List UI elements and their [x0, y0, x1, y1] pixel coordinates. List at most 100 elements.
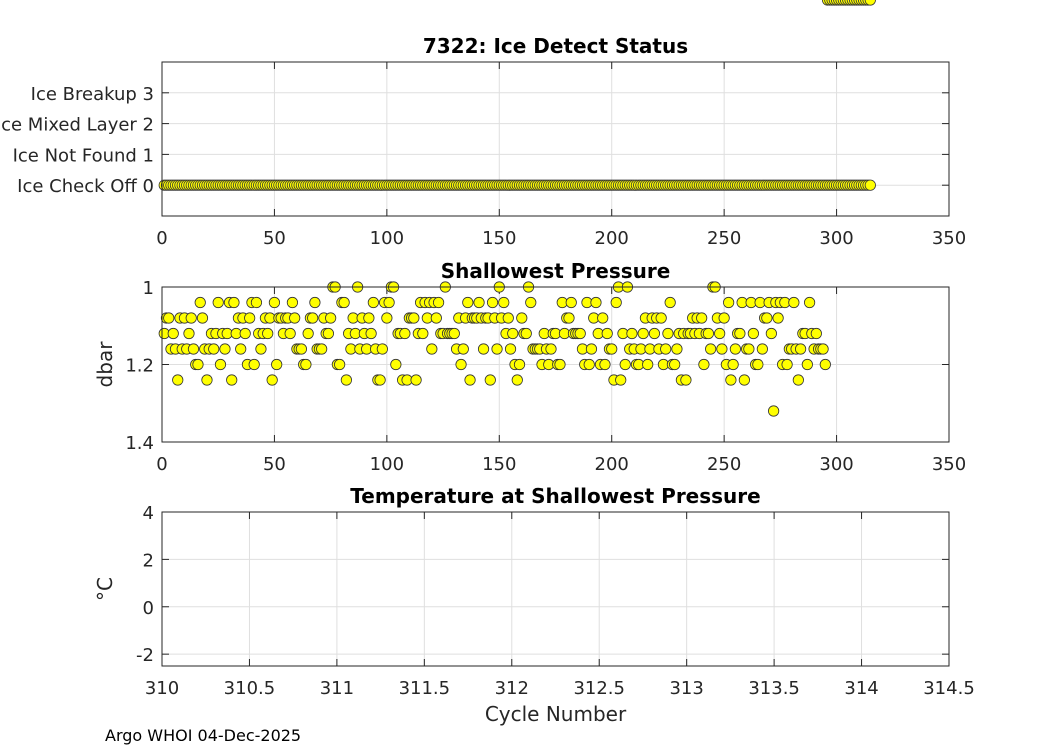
pressure-point-205 [619, 358, 631, 371]
pressure-point-140 [473, 296, 485, 309]
temperature-xtick-label-4: 312 [495, 678, 529, 699]
pressure-point-99 [381, 312, 393, 324]
temperature-ytick-label-3: 4 [143, 503, 154, 524]
temperature-xtick-label-1: 310.5 [224, 678, 276, 699]
pressure-point-58 [289, 312, 301, 324]
ice-status-axes-frame [161, 61, 950, 217]
pressure-point-111 [408, 312, 420, 324]
pressure-point-158 [513, 358, 526, 371]
pressure-point-270 [765, 327, 777, 340]
pressure-point-136 [464, 374, 476, 386]
ice-status-xtick-label-2: 100 [370, 228, 404, 249]
pressure-point-121 [430, 312, 442, 324]
pressure-point-243 [705, 343, 717, 355]
pressure-point-49 [268, 296, 281, 309]
pressure-point-133 [457, 343, 469, 355]
pressure-point-129 [448, 327, 460, 340]
pressure-point-180 [563, 312, 575, 324]
pressure-point-43 [255, 343, 267, 355]
pressure-point-242 [702, 327, 715, 340]
pressure-point-22 [208, 343, 220, 355]
pressure-xtick-label-0: 0 [156, 454, 167, 475]
pressure-point-294 [819, 358, 831, 371]
temperature-ytick-label-2: 2 [143, 550, 154, 571]
pressure-point-38 [244, 312, 256, 324]
pressure-point-271 [768, 405, 780, 417]
ice-status-xtick-label-5: 250 [707, 228, 741, 249]
pressure-point-122 [432, 296, 445, 309]
pressure-xtick-label-1: 50 [263, 454, 286, 475]
pressure-point-63 [300, 358, 312, 371]
pressure-point-91 [363, 312, 375, 324]
temperature-axes-frame [161, 511, 950, 667]
pressure-point-213 [637, 327, 649, 340]
pressure-point-159 [516, 312, 528, 324]
pressure-point-97 [376, 343, 388, 355]
pressure-point-67 [309, 296, 321, 309]
pressure-point-161 [520, 327, 532, 340]
pressure-point-151 [498, 296, 510, 309]
pressure-point-40 [248, 358, 260, 371]
pressure-point-142 [477, 343, 490, 355]
pressure-point-15 [192, 358, 204, 371]
pressure-point-46 [262, 327, 274, 340]
pressure-point-48 [266, 374, 278, 386]
pressure-point-74 [325, 312, 337, 324]
pressure-point-223 [660, 343, 672, 355]
pressure-point-17 [196, 312, 209, 324]
ice-status-ytick-label-2: Ice Mixed Layer 2 [0, 115, 154, 136]
pressure-point-146 [486, 296, 499, 309]
pressure-point-286 [801, 358, 813, 371]
pressure-point-240 [698, 358, 710, 371]
pressure-point-181 [565, 296, 577, 309]
pressure-point-249 [718, 312, 730, 324]
ice-status-title: 7322: Ice Detect Status [423, 34, 688, 58]
pressure-point-115 [417, 327, 429, 340]
pressure-point-197 [601, 327, 613, 340]
pressure-point-41 [250, 296, 263, 309]
pressure-point-66 [307, 312, 319, 324]
pressure-xtick-label-5: 250 [707, 454, 741, 475]
temperature-xtick-label-2: 311 [320, 678, 354, 699]
pressure-point-266 [756, 343, 768, 355]
pressure-ylabel: dbar [93, 341, 117, 388]
temperature-ytick-label-0: -2 [136, 645, 154, 666]
ice-status-xtick-label-0: 0 [156, 228, 167, 249]
pressure-point-119 [426, 343, 438, 355]
pressure-point-268 [761, 312, 773, 324]
pressure-xtick-label-3: 150 [482, 454, 516, 475]
temperature-ylabel: °C [93, 577, 117, 601]
pressure-point-293 [817, 343, 829, 355]
pressure-point-256 [734, 327, 746, 340]
pressure-point-264 [752, 358, 764, 371]
pressure-point-248 [716, 343, 728, 355]
pressure-ytick-label-2: 1.4 [125, 433, 154, 454]
pressure-point-61 [295, 343, 308, 355]
pressure-point-27 [219, 343, 231, 355]
pressure-point-57 [286, 296, 299, 309]
pressure-point-153 [502, 312, 514, 324]
temperature-xtick-label-8: 314 [844, 678, 878, 699]
pressure-point-11 [183, 327, 195, 340]
pressure-point-225 [664, 296, 676, 309]
pressure-point-253 [727, 358, 739, 371]
pressure-point-155 [507, 327, 519, 340]
footer-credit: Argo WHOI 04-Dec-2025 [105, 726, 301, 745]
ice-status-xtick-label-7: 350 [932, 228, 966, 249]
pressure-point-107 [399, 327, 411, 340]
pressure-point-189 [583, 358, 595, 371]
pressure-point-277 [781, 358, 793, 371]
pressure-xtick-label-4: 200 [595, 454, 629, 475]
pressure-point-215 [642, 358, 654, 371]
pressure-point-221 [655, 312, 667, 324]
pressure-point-176 [554, 358, 566, 371]
pressure-point-13 [187, 343, 200, 355]
pressure-point-208 [626, 327, 638, 340]
pressure-title: Shallowest Pressure [441, 259, 671, 283]
pressure-point-70 [316, 343, 328, 355]
pressure-point-100 [383, 296, 395, 309]
ice-status-ytick-label-3: Ice Breakup 3 [31, 84, 154, 105]
pressure-point-30 [226, 374, 238, 386]
pressure-xtick-label-2: 100 [370, 454, 404, 475]
